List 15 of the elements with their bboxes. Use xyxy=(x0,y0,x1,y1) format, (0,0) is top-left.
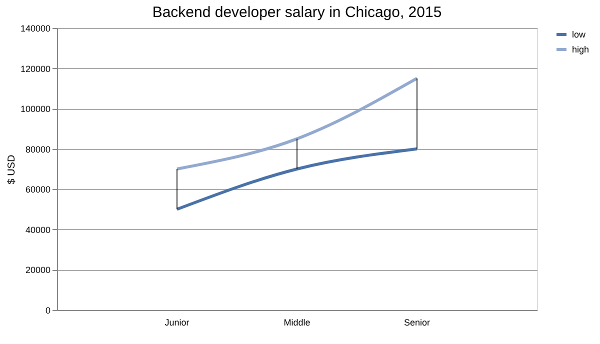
chart-title: Backend developer salary in Chicago, 2015 xyxy=(152,4,442,21)
y-tick-label: 0 xyxy=(45,306,50,316)
y-tick-label: 140000 xyxy=(20,24,50,34)
y-tick-label: 120000 xyxy=(20,64,50,74)
x-tick-label: Junior xyxy=(164,318,190,328)
y-tick-label: 100000 xyxy=(20,104,50,114)
y-tick-label: 80000 xyxy=(25,144,50,154)
x-tick-label: Middle xyxy=(284,318,310,328)
y-tick-label: 20000 xyxy=(25,265,50,276)
y-axis-title: $ USD xyxy=(6,154,18,184)
legend-label: high xyxy=(572,44,590,54)
legend-label: low xyxy=(572,30,586,40)
x-tick-label: Senior xyxy=(404,318,430,328)
y-tick-label: 60000 xyxy=(25,184,50,195)
y-tick-label: 40000 xyxy=(25,224,50,235)
